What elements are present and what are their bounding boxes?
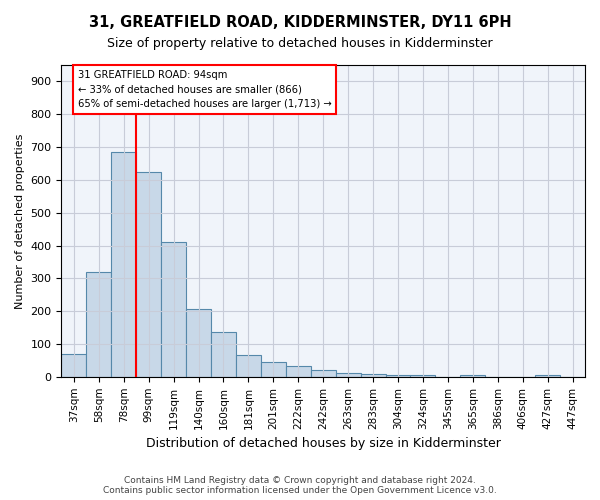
Bar — [136, 172, 161, 377]
Text: 31, GREATFIELD ROAD, KIDDERMINSTER, DY11 6PH: 31, GREATFIELD ROAD, KIDDERMINSTER, DY11… — [89, 15, 511, 30]
Bar — [211, 332, 236, 377]
Bar — [61, 354, 86, 377]
Bar — [86, 272, 111, 377]
Text: Size of property relative to detached houses in Kidderminster: Size of property relative to detached ho… — [107, 38, 493, 51]
Bar — [286, 366, 311, 377]
Bar — [111, 152, 136, 377]
Y-axis label: Number of detached properties: Number of detached properties — [15, 133, 25, 308]
Bar — [186, 309, 211, 377]
Bar — [535, 374, 560, 377]
Bar — [410, 374, 436, 377]
Bar — [236, 355, 261, 377]
Text: 31 GREATFIELD ROAD: 94sqm
← 33% of detached houses are smaller (866)
65% of semi: 31 GREATFIELD ROAD: 94sqm ← 33% of detac… — [77, 70, 331, 110]
Bar — [335, 372, 361, 377]
Bar — [311, 370, 335, 377]
Bar — [361, 374, 386, 377]
Bar — [386, 374, 410, 377]
Text: Contains HM Land Registry data © Crown copyright and database right 2024.
Contai: Contains HM Land Registry data © Crown c… — [103, 476, 497, 495]
Bar — [261, 362, 286, 377]
Bar — [161, 242, 186, 377]
Bar — [460, 375, 485, 377]
X-axis label: Distribution of detached houses by size in Kidderminster: Distribution of detached houses by size … — [146, 437, 500, 450]
